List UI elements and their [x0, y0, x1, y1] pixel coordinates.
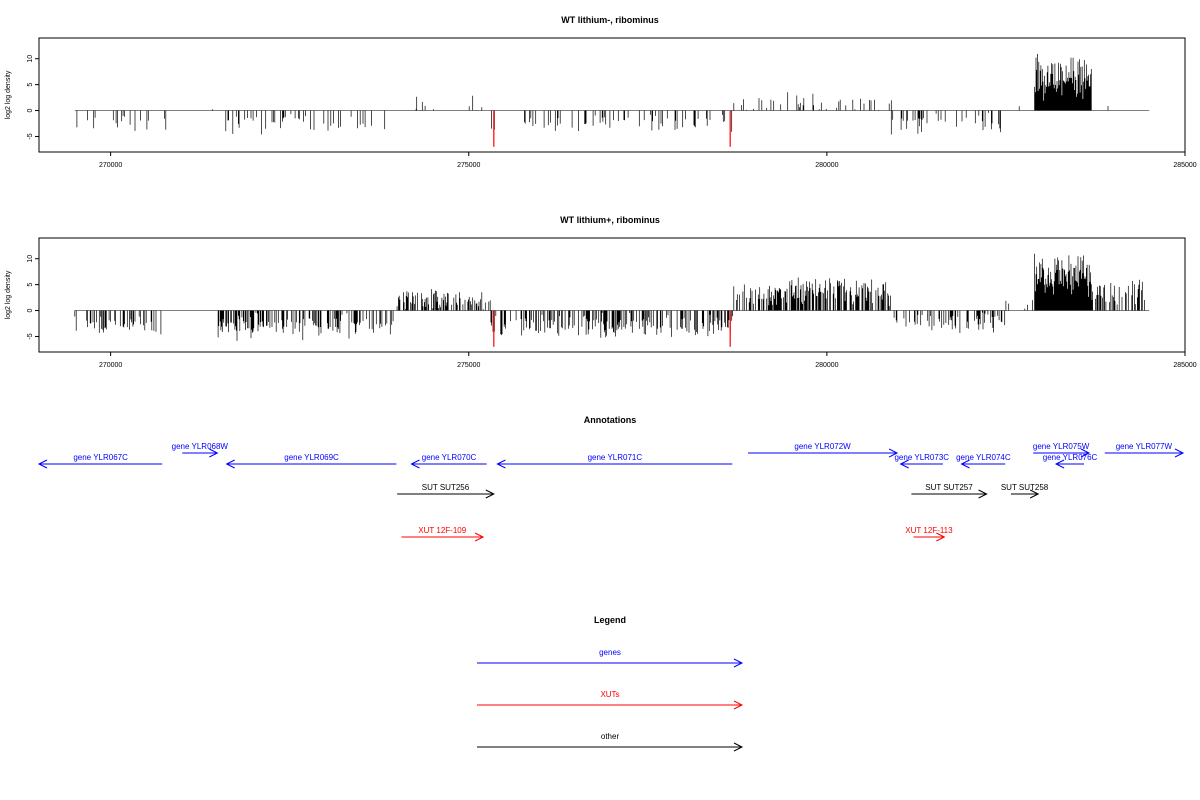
arrowhead: [209, 448, 219, 458]
arrowhead: [888, 448, 899, 458]
legend-arrowhead: [733, 658, 744, 668]
feature-xut-12f-113: XUT 12F-113: [905, 526, 953, 542]
feature-gene-ylr073c: gene YLR073C: [894, 453, 949, 469]
x-tick-label: 270000: [99, 162, 122, 169]
feature-label: gene YLR074C: [956, 453, 1011, 462]
feature-label: gene YLR067C: [73, 453, 128, 462]
y-tick-label: -5: [27, 133, 34, 139]
feature-gene-ylr077w: gene YLR077W: [1104, 442, 1185, 458]
legend-item-genes: genes: [477, 648, 744, 668]
panel-2-data: [74, 253, 1150, 347]
feature-label: gene YLR069C: [284, 453, 339, 462]
legend-title: Legend: [594, 615, 626, 625]
legend-label: XUTs: [600, 690, 619, 699]
x-tick-label: 285000: [1173, 362, 1196, 369]
feature-gene-ylr076c: gene YLR076C: [1043, 453, 1098, 469]
arrowhead: [496, 459, 506, 469]
feature-label: gene YLR077W: [1116, 442, 1173, 451]
y-tick-label: 10: [27, 255, 34, 263]
feature-label: XUT 12F-109: [418, 526, 466, 535]
arrowhead: [485, 489, 495, 499]
feature-label: XUT 12F-113: [905, 526, 953, 535]
arrowhead: [1029, 489, 1040, 499]
y-tick-label: 0: [27, 308, 34, 312]
x-tick-label: 280000: [815, 362, 838, 369]
feature-label: SUT SUT258: [1001, 483, 1049, 492]
arrowhead: [225, 459, 235, 469]
legend-arrowhead: [733, 742, 744, 752]
panel-2-ylabel: log2 log density: [5, 270, 12, 319]
x-tick-label: 275000: [457, 162, 480, 169]
feature-sut-sut256: SUT SUT256: [397, 483, 495, 499]
feature-gene-ylr069c: gene YLR069C: [225, 453, 397, 469]
panel-1-title: WT lithium-, ribominus: [561, 15, 659, 25]
y-tick-label: 10: [27, 55, 34, 63]
feature-sut-sut257: SUT SUT257: [911, 483, 988, 499]
arrowhead: [936, 532, 946, 542]
feature-label: SUT SUT256: [422, 483, 470, 492]
x-tick-label: 285000: [1173, 162, 1196, 169]
arrowhead: [1174, 448, 1185, 458]
feature-label: gene YLR068W: [172, 442, 229, 451]
density-bars: [74, 253, 1145, 341]
legend-items: genes XUTs other: [477, 648, 744, 752]
annotations-title: Annotations: [584, 415, 637, 425]
y-tick-label: -5: [27, 333, 34, 339]
arrowhead: [1054, 459, 1065, 469]
arrowhead: [960, 459, 970, 469]
arrowhead: [1080, 448, 1091, 458]
annotation-features: gene YLR067C gene YLR068W gene YLR069C gene…: [37, 442, 1185, 542]
feature-sut-sut258: SUT SUT258: [1001, 483, 1049, 499]
arrowhead: [978, 489, 988, 499]
panel-1-ylabel: log2 log density: [5, 70, 12, 119]
legend-label: genes: [599, 648, 621, 657]
feature-gene-ylr068w: gene YLR068W: [172, 442, 229, 458]
arrowhead: [474, 532, 485, 542]
legend-label: other: [601, 732, 620, 741]
legend-item-other: other: [477, 732, 744, 752]
panel-lithium-plus: WT lithium+, ribominus log2 log density …: [5, 215, 1197, 369]
y-tick-label: 5: [27, 83, 34, 87]
panel-2-frame: [38, 237, 1186, 353]
feature-label: gene YLR075W: [1033, 442, 1090, 451]
feature-label: gene YLR072W: [794, 442, 851, 451]
arrowhead: [410, 459, 420, 469]
feature-gene-ylr070c: gene YLR070C: [410, 453, 487, 469]
feature-gene-ylr067c: gene YLR067C: [37, 453, 163, 469]
panel-2-title: WT lithium+, ribominus: [560, 215, 660, 225]
feature-xut-12f-109: XUT 12F-109: [401, 526, 485, 542]
y-tick-label: 0: [27, 108, 34, 112]
feature-label: gene YLR070C: [422, 453, 477, 462]
panel-lithium-minus: WT lithium-, ribominus log2 log density …: [5, 15, 1197, 169]
panel-1-axes: 270000 275000 280000 285000 -5 0 5 10: [27, 55, 1197, 169]
legend-arrowhead: [733, 700, 744, 710]
x-tick-label: 270000: [99, 362, 122, 369]
legend-panel: Legend genes XUTs other: [477, 615, 744, 752]
x-tick-label: 275000: [457, 362, 480, 369]
panel-1-frame: [38, 37, 1186, 153]
feature-gene-ylr075w: gene YLR075W: [1033, 442, 1091, 458]
feature-gene-ylr071c: gene YLR071C: [496, 453, 733, 469]
y-tick-label: 5: [27, 283, 34, 287]
feature-gene-ylr072w: gene YLR072W: [748, 442, 899, 458]
panel-1-data: [74, 53, 1150, 147]
legend-item-xuts: XUTs: [477, 690, 744, 710]
feature-label: gene YLR073C: [894, 453, 949, 462]
arrowhead: [37, 459, 48, 469]
x-tick-label: 280000: [815, 162, 838, 169]
panel-2-axes: 270000 275000 280000 285000 -5 0 5 10: [27, 255, 1197, 369]
arrowhead: [899, 459, 909, 469]
feature-label: gene YLR076C: [1043, 453, 1098, 462]
feature-label: gene YLR071C: [588, 453, 643, 462]
feature-label: SUT SUT257: [925, 483, 973, 492]
feature-gene-ylr074c: gene YLR074C: [956, 453, 1011, 469]
density-bars: [76, 53, 1109, 135]
